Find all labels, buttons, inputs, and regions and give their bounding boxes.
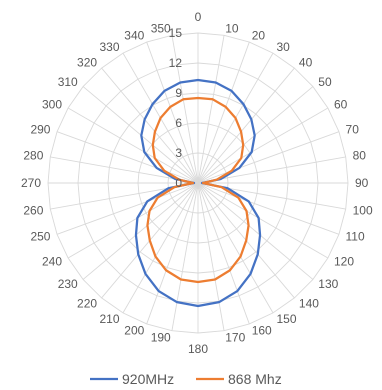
angle-label-140: 140: [299, 296, 319, 310]
grid-ring-12: [77, 62, 319, 304]
spoke-190: [171, 182, 199, 331]
spoke-230: [82, 182, 199, 280]
legend: 920MHz 868 Mhz: [90, 371, 282, 387]
radial-tick-9: 9: [175, 86, 182, 100]
legend-label-868mhz: 868 Mhz: [228, 371, 282, 387]
legend-label-920mhz: 920MHz: [122, 371, 174, 387]
angle-label-310: 310: [58, 75, 78, 89]
angle-label-80: 80: [353, 149, 367, 163]
series-lines: [134, 78, 262, 308]
spoke-40: [197, 67, 295, 184]
series-line-868-mhz: [146, 96, 250, 284]
legend-item-868mhz: 868 Mhz: [196, 371, 282, 387]
spoke-200: [146, 182, 199, 325]
spoke-70: [197, 131, 340, 184]
radial-tick-15: 15: [169, 26, 183, 40]
angle-label-180: 180: [188, 342, 208, 356]
angle-label-270: 270: [21, 176, 41, 190]
spoke-160: [197, 182, 250, 325]
angle-label-340: 340: [124, 28, 144, 42]
legend-item-920mhz: 920MHz: [90, 371, 174, 387]
angle-label-210: 210: [99, 312, 119, 326]
angle-label-280: 280: [23, 149, 43, 163]
grid-ring-3: [167, 152, 229, 214]
angle-label-30: 30: [277, 40, 291, 54]
angle-labels: 0102030405060708090100110120130140150160…: [21, 10, 373, 356]
spoke-20: [197, 41, 250, 184]
radial-tick-3: 3: [175, 146, 182, 160]
angle-label-170: 170: [225, 331, 245, 345]
radial-tick-6: 6: [175, 116, 182, 130]
angle-label-90: 90: [355, 176, 369, 190]
angle-label-230: 230: [58, 277, 78, 291]
angle-label-330: 330: [99, 40, 119, 54]
spoke-300: [67, 107, 199, 184]
angle-label-220: 220: [77, 296, 97, 310]
angle-label-260: 260: [23, 203, 43, 217]
series-line-920mhz: [134, 78, 262, 308]
angle-label-0: 0: [195, 10, 202, 24]
angle-label-320: 320: [77, 56, 97, 70]
angle-label-190: 190: [151, 331, 171, 345]
angle-label-290: 290: [30, 122, 50, 136]
angle-label-200: 200: [124, 324, 144, 338]
spoke-170: [197, 182, 225, 331]
angle-label-120: 120: [334, 255, 354, 269]
spoke-350: [171, 35, 199, 184]
angle-label-300: 300: [42, 98, 62, 112]
spoke-150: [197, 182, 274, 314]
spoke-210: [122, 182, 199, 314]
spoke-130: [197, 182, 314, 280]
spoke-240: [67, 182, 199, 259]
spokes: [48, 33, 348, 333]
angle-label-160: 160: [252, 324, 272, 338]
angle-label-40: 40: [299, 56, 313, 70]
spoke-320: [101, 67, 199, 184]
angle-label-350: 350: [151, 21, 171, 35]
angle-label-150: 150: [277, 312, 297, 326]
radial-tick-12: 12: [169, 56, 183, 70]
angle-label-250: 250: [30, 230, 50, 244]
angle-label-70: 70: [346, 122, 360, 136]
spoke-10: [197, 35, 225, 184]
angle-label-240: 240: [42, 255, 62, 269]
angle-label-10: 10: [225, 21, 239, 35]
spoke-110: [197, 182, 340, 235]
angle-label-60: 60: [334, 98, 348, 112]
spoke-60: [197, 107, 329, 184]
radial-tick-labels: 0 3 6 9 12 15: [169, 26, 183, 190]
angle-label-110: 110: [346, 230, 365, 244]
grid-ring-9: [107, 92, 289, 274]
spoke-290: [56, 131, 199, 184]
angle-label-20: 20: [252, 28, 266, 42]
angle-label-100: 100: [353, 203, 373, 217]
spoke-120: [197, 182, 329, 259]
grid-ring-15: [47, 32, 349, 334]
angle-label-130: 130: [318, 277, 338, 291]
radial-tick-0: 0: [175, 176, 182, 190]
spoke-250: [56, 182, 199, 235]
angle-label-50: 50: [318, 75, 332, 89]
spoke-340: [146, 41, 199, 184]
